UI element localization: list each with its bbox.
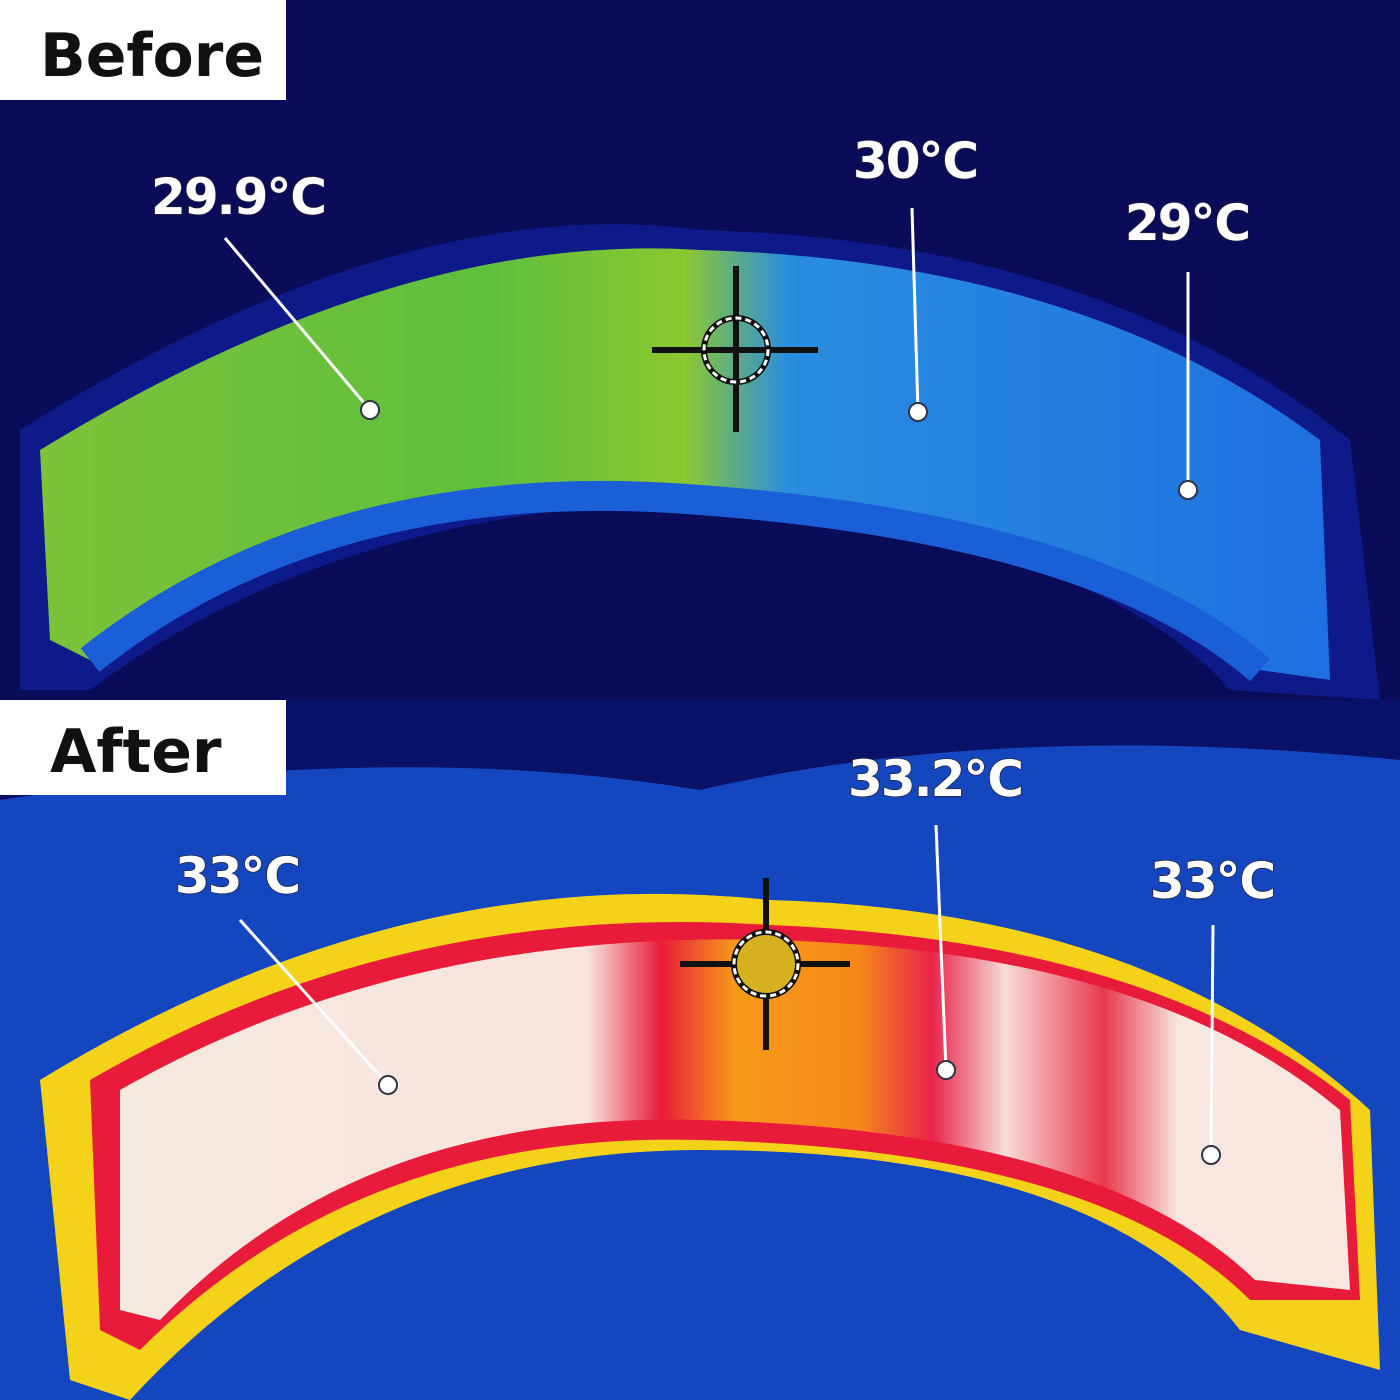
edge bbox=[80, 480, 1270, 682]
temperature-reading: 30℃ bbox=[853, 132, 977, 190]
probe-dot bbox=[1201, 1145, 1221, 1165]
temperature-reading: 33℃ bbox=[175, 847, 299, 905]
probe-dot bbox=[1178, 480, 1198, 500]
crosshair bbox=[680, 878, 850, 1050]
leader-line bbox=[934, 824, 948, 1071]
probe-dot bbox=[936, 1060, 956, 1080]
panel-label: After bbox=[50, 717, 222, 787]
temperature-reading: 29.9℃ bbox=[151, 168, 325, 226]
panel-label: Before bbox=[40, 21, 264, 91]
temperature-reading: 33℃ bbox=[1150, 852, 1274, 910]
pillow-before bbox=[40, 248, 1330, 681]
probe-dot bbox=[360, 400, 380, 420]
probe-dot bbox=[908, 402, 928, 422]
leader-line bbox=[223, 237, 372, 411]
pillow-after bbox=[120, 939, 1350, 1320]
shadow bbox=[0, 700, 1400, 800]
before-panel: Before 29.9℃ 30℃ 29℃ bbox=[0, 0, 1400, 700]
temperature-reading: 29℃ bbox=[1125, 194, 1249, 252]
label-box bbox=[0, 0, 286, 100]
leader-line bbox=[1209, 924, 1215, 1156]
label-box bbox=[0, 700, 286, 795]
leader-line bbox=[910, 207, 920, 413]
leader-line bbox=[238, 918, 390, 1087]
temperature-reading: 33.2℃ bbox=[848, 750, 1022, 808]
probe-dot bbox=[378, 1075, 398, 1095]
crosshair bbox=[652, 266, 818, 432]
after-panel: After 33℃ 33.2℃ 33℃ bbox=[0, 700, 1400, 1400]
